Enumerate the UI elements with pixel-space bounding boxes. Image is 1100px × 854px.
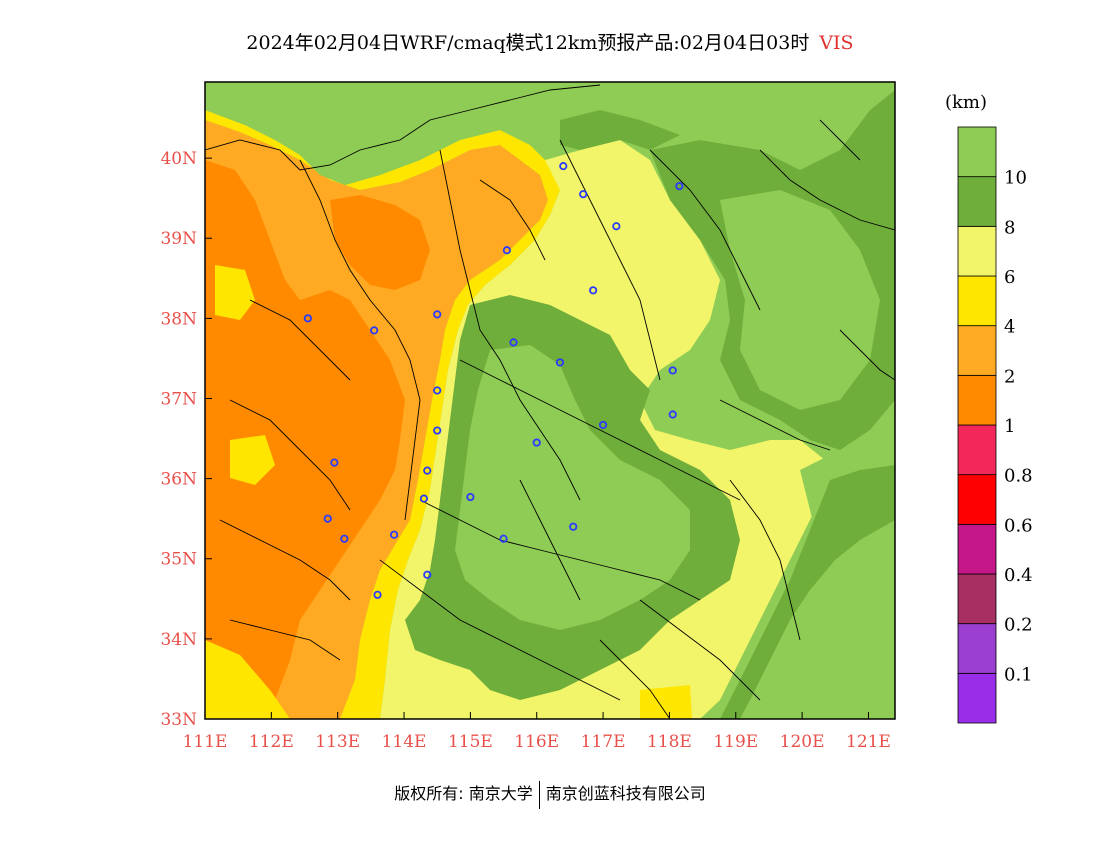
field-orange-central — [295, 370, 365, 460]
station-marker — [559, 162, 568, 171]
x-axis: 111E 112E 113E 114E 115E 116E 117E 118E 119E 120E… — [183, 712, 891, 752]
y-tick-label: 34N — [160, 630, 197, 650]
colorbar-label: 0.1 — [1004, 664, 1033, 685]
chart-title: 2024年02月04日WRF/cmaq模式12km预报产品:02月04日03时 V… — [0, 28, 1100, 55]
colorbar-swatch — [957, 523, 997, 575]
admin-boundaries — [205, 84, 895, 719]
field-light-green-northeast — [720, 190, 880, 410]
station-marker — [502, 246, 511, 255]
colorbar-swatch — [957, 126, 997, 178]
station-marker — [675, 182, 684, 191]
station-marker — [569, 522, 578, 531]
x-tick-label: 113E — [315, 732, 360, 752]
x-tick-label: 117E — [581, 732, 626, 752]
colorbar-label: 6 — [1004, 267, 1015, 288]
station-marker — [340, 534, 349, 543]
field-yellow-spot-east — [640, 685, 692, 719]
station-marker — [423, 466, 432, 475]
station-marker — [323, 514, 332, 523]
colorbar-swatch — [957, 225, 997, 277]
colorbar-label: 1 — [1004, 416, 1015, 437]
field-dark-green-north — [560, 110, 680, 150]
field-yellow-west-3 — [205, 640, 290, 719]
station-marker — [419, 494, 429, 503]
field-light-green-interior — [455, 345, 690, 630]
y-axis: 33N 34N 35N 36N 37N 38N 39N 40N — [160, 149, 212, 730]
station-marker — [589, 286, 598, 295]
station-marker — [668, 410, 677, 419]
station-marker — [303, 314, 312, 323]
colorbar-swatch — [957, 474, 997, 525]
station-marker — [433, 426, 442, 435]
plot-frame — [204, 81, 896, 720]
station-marker — [433, 386, 442, 395]
x-tick-label: 120E — [780, 732, 825, 752]
station-marker — [579, 190, 588, 199]
colorbar-unit: (km) — [945, 92, 987, 113]
station-marker — [499, 534, 508, 543]
x-tick-label: 116E — [514, 732, 559, 752]
station-marker — [330, 458, 339, 467]
colorbar-label: 2 — [1004, 366, 1015, 387]
y-tick-label: 33N — [160, 710, 197, 730]
y-tick-label: 35N — [160, 550, 197, 570]
colorbar-swatch — [957, 424, 997, 476]
field-yellow-west-1 — [215, 265, 255, 320]
station-marker — [612, 222, 621, 231]
station-markers — [303, 162, 684, 599]
colorbar-label: 10 — [1004, 168, 1027, 189]
colorbar: 0.1 0.2 0.4 0.6 0.8 1 2 4 6 8 10 — [957, 126, 1033, 724]
field-dark-green-southeast — [720, 465, 895, 719]
station-marker — [555, 358, 565, 367]
copyright-text: 版权所有: 南京大学 — [394, 784, 533, 803]
station-marker — [373, 590, 382, 599]
station-marker — [509, 338, 518, 347]
station-marker — [433, 310, 442, 319]
x-tick-label: 114E — [382, 732, 427, 752]
station-marker — [532, 438, 541, 447]
colorbar-swatch — [957, 573, 997, 625]
visibility-field — [205, 82, 895, 719]
x-tick-label: 121E — [846, 732, 891, 752]
field-yellow-band — [205, 110, 560, 719]
colorbar-label: 0.4 — [1004, 565, 1033, 586]
colorbar-swatch — [957, 672, 997, 724]
station-marker — [389, 530, 399, 539]
variable-label: VIS — [819, 32, 854, 54]
company-text: 南京创蓝科技有限公司 — [545, 784, 706, 803]
field-orange-north — [330, 195, 430, 290]
colorbar-label: 0.8 — [1004, 466, 1033, 487]
colorbar-swatch — [957, 325, 997, 376]
x-tick-label: 112E — [249, 732, 294, 752]
station-marker — [370, 326, 379, 335]
colorbar-label: 8 — [1004, 217, 1015, 238]
colorbar-swatch — [957, 374, 997, 426]
colorbar-label: 0.6 — [1004, 515, 1033, 536]
field-green-north — [205, 82, 895, 185]
footer-separator — [538, 780, 540, 809]
y-tick-label: 37N — [160, 389, 197, 409]
field-yellow-west-2 — [230, 435, 275, 485]
colorbar-swatch — [957, 623, 997, 674]
station-marker — [423, 570, 432, 579]
footer: 版权所有: 南京大学 南京创蓝科技有限公司 — [0, 780, 1100, 809]
title-text: 2024年02月04日WRF/cmaq模式12km预报产品:02月04日03时 — [246, 32, 810, 54]
colorbar-swatch — [957, 176, 997, 227]
x-tick-label: 115E — [448, 732, 493, 752]
x-tick-label: 119E — [713, 732, 758, 752]
colorbar-label: 0.2 — [1004, 615, 1033, 636]
x-tick-label: 118E — [647, 732, 692, 752]
y-tick-label: 40N — [160, 149, 197, 169]
station-marker — [598, 420, 608, 430]
y-tick-label: 39N — [160, 229, 197, 249]
station-marker — [466, 492, 475, 502]
colorbar-swatch — [957, 275, 997, 327]
colorbar-label: 4 — [1004, 317, 1015, 338]
x-tick-label: 111E — [183, 732, 228, 752]
y-tick-label: 38N — [160, 309, 197, 329]
station-marker — [668, 366, 677, 375]
y-tick-label: 36N — [160, 470, 197, 490]
